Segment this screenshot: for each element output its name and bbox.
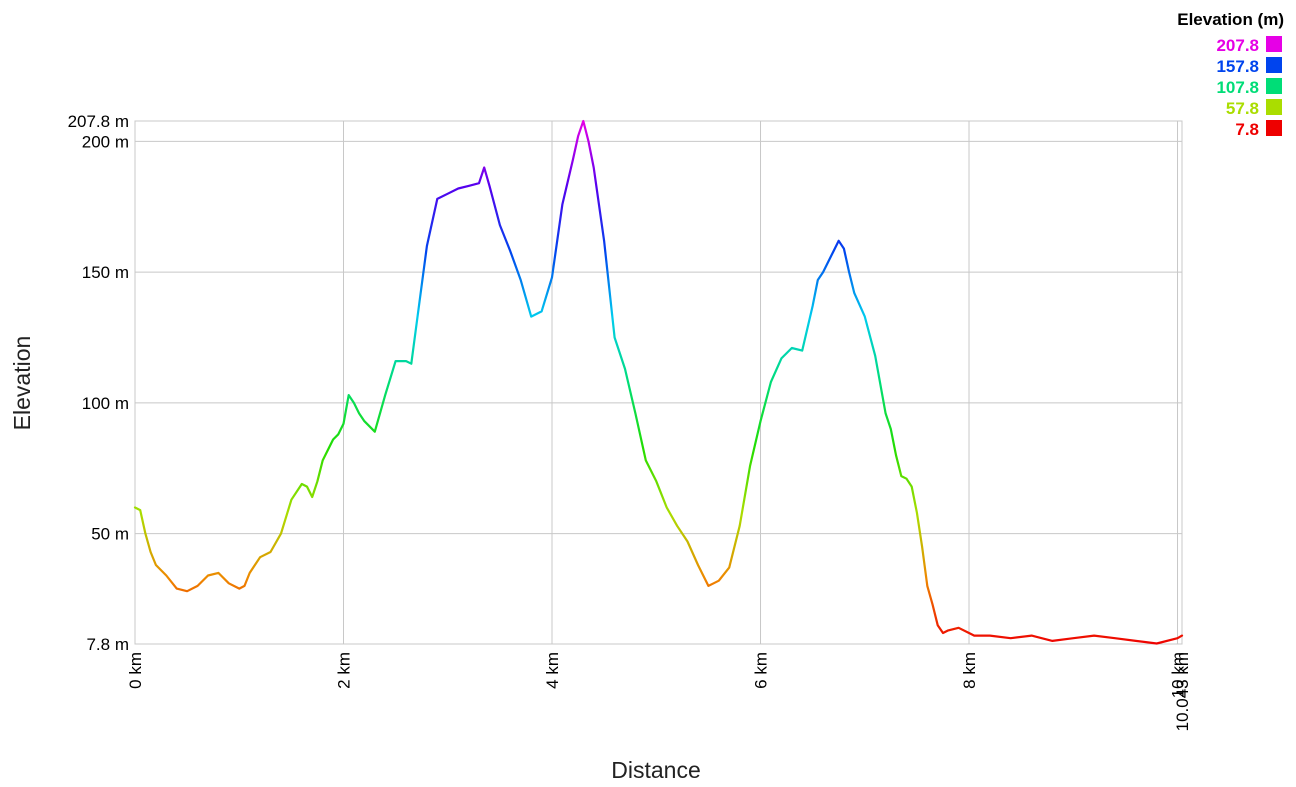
x-tick-label-3: 6 km	[752, 652, 771, 689]
y-tick-label-5: 207.8 m	[68, 112, 129, 131]
legend-swatch-0	[1266, 36, 1282, 52]
legend-label-0: 207.8	[1216, 36, 1259, 55]
x-tick-label-5: 10 km	[1169, 652, 1188, 698]
legend: Elevation (m) 207.8 157.8 107.8 57.8 7.8	[1177, 10, 1284, 139]
legend-swatch-3	[1266, 99, 1282, 115]
legend-label-2: 107.8	[1216, 78, 1259, 97]
legend-swatch-2	[1266, 78, 1282, 94]
y-tick-label-1: 50 m	[91, 525, 129, 544]
plot-frame	[134, 120, 1183, 645]
legend-label-4: 7.8	[1235, 120, 1259, 139]
legend-title: Elevation (m)	[1177, 10, 1284, 29]
x-tick-label-1: 2 km	[335, 652, 354, 689]
x-tick-label-0: 0 km	[126, 652, 145, 689]
legend-swatch-1	[1266, 57, 1282, 73]
y-axis-title: Elevation	[9, 336, 35, 431]
y-tick-label-4: 200 m	[82, 132, 129, 151]
elevation-series-line-0	[133, 119, 1184, 645]
legend-swatch-4	[1266, 120, 1282, 136]
series-layer	[133, 119, 1184, 645]
y-tick-label-0: 7.8 m	[86, 635, 129, 654]
x-tick-label-6: 10.043 km	[1173, 652, 1192, 731]
grid	[134, 120, 1183, 645]
legend-label-3: 57.8	[1226, 99, 1259, 118]
x-axis-title: Distance	[611, 757, 700, 783]
y-tick-label-2: 100 m	[82, 394, 129, 413]
y-tick-label-3: 150 m	[82, 263, 129, 282]
x-tick-label-2: 4 km	[543, 652, 562, 689]
x-tick-label-4: 8 km	[960, 652, 979, 689]
legend-label-1: 157.8	[1216, 57, 1259, 76]
